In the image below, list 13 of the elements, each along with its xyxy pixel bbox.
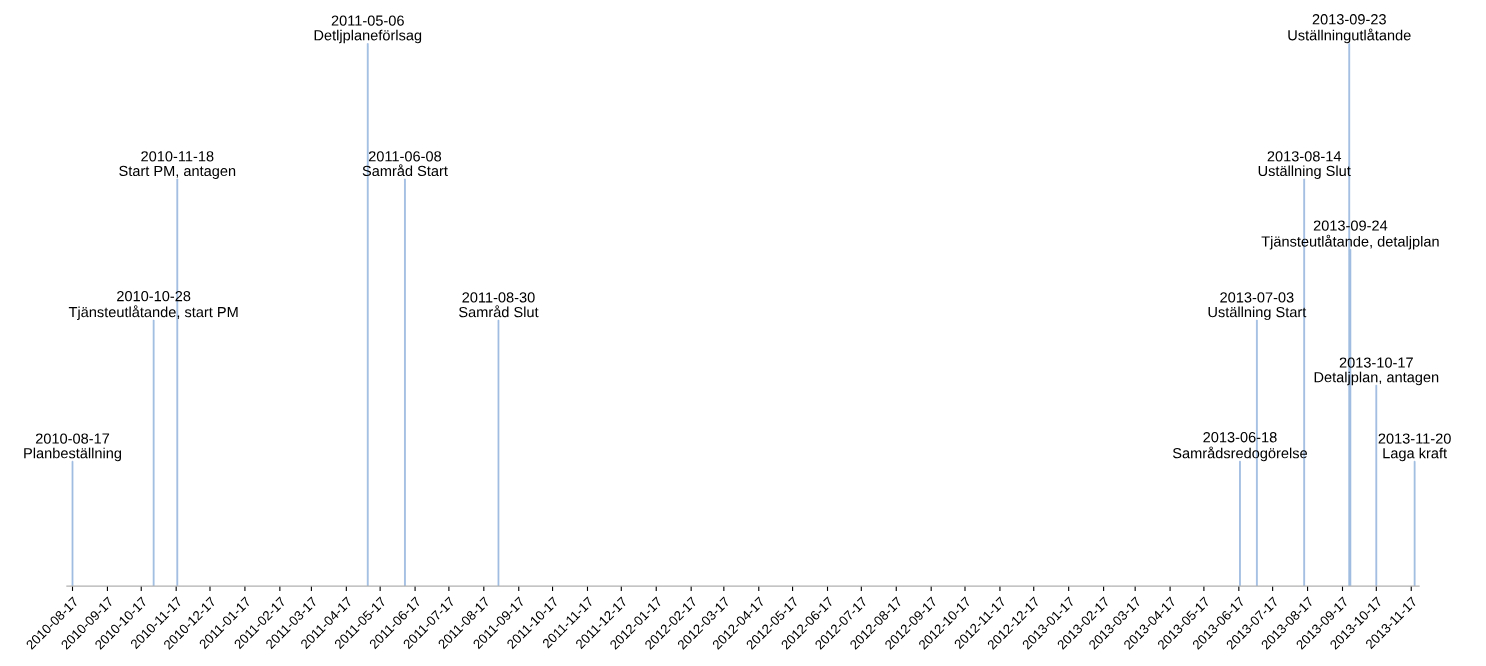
annotation: 2010-08-17 Planbeställning [24, 433, 122, 462]
annotation: 2011-06-08 Samråd Start [362, 151, 448, 177]
annotation: 2010-11-18 Start PM, antagen [119, 151, 236, 179]
annotation: 2013-09-23 Uställningutlåtande [1288, 14, 1411, 44]
annotation: 2013-06-18 Samrådsredogörelse [1172, 432, 1307, 462]
annotation: 2013-11-20 Laga kraft [1378, 433, 1451, 462]
annotation: 2010-10-28 Tjänsteutlåtande, start PM [68, 290, 238, 321]
annotation: 2013-08-14 Uställning Slut [1258, 151, 1351, 179]
annotation: 2013-09-24 Tjänsteutlåtande, detaljplan [1261, 220, 1439, 250]
annotation: 2011-08-30 Samråd Slut [459, 292, 539, 318]
annotation: 2013-10-17 Detaljplan, antagen [1314, 357, 1439, 386]
annotation: 2013-07-03 Uställning Start [1208, 292, 1307, 321]
annotation: 2011-05-06 Detljplaneförlsag [314, 15, 422, 44]
